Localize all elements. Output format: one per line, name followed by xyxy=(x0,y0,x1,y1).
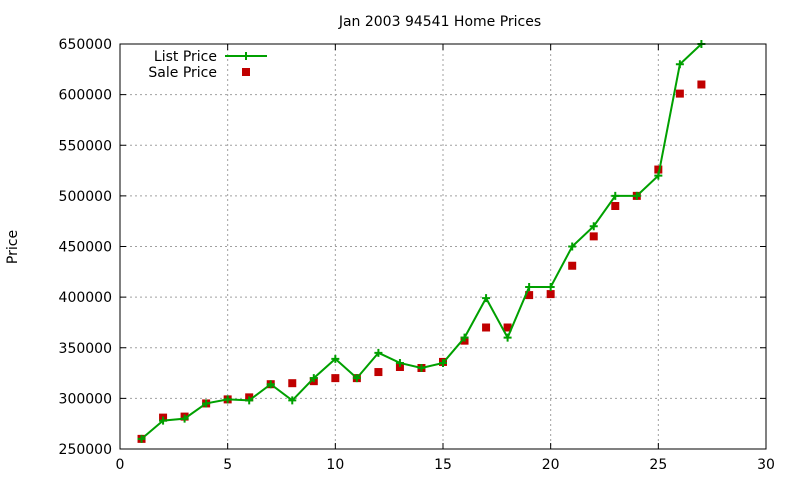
legend-marker-sale-price xyxy=(242,68,250,76)
sale-price-point xyxy=(374,368,383,377)
series-marks xyxy=(137,40,706,443)
list-price-point xyxy=(417,364,426,372)
list-price-point xyxy=(589,222,598,231)
list-price-point xyxy=(568,242,577,251)
grid-lines xyxy=(120,44,766,449)
axis-ticks: 0 5 10 15 20 25 30 250000 300000 350000 400000 4500… xyxy=(59,37,775,473)
sale-price-point xyxy=(525,291,534,300)
legend-label-sale-price: Sale Price xyxy=(148,65,217,81)
list-price-point xyxy=(352,374,361,383)
list-price-point xyxy=(395,358,404,367)
legend-marker-list-price xyxy=(242,52,250,60)
sale-price-point xyxy=(697,80,706,89)
x-tick-label: 0 xyxy=(116,457,125,473)
x-tick-label: 15 xyxy=(434,457,452,473)
list-price-point xyxy=(202,399,211,408)
y-tick-label: 300000 xyxy=(59,391,112,407)
list-price-point xyxy=(439,358,447,367)
y-tick-label: 400000 xyxy=(59,290,112,306)
sale-price-point xyxy=(546,290,555,299)
y-tick-label: 650000 xyxy=(59,37,112,53)
y-tick-label: 250000 xyxy=(59,442,112,458)
list-price-point xyxy=(525,283,534,291)
x-tick-label: 5 xyxy=(223,457,232,473)
y-axis-label: Price xyxy=(5,230,21,264)
list-price-point xyxy=(223,395,232,404)
list-price-point xyxy=(482,294,491,303)
y-tick-label: 350000 xyxy=(59,341,112,357)
y-tick-label: 600000 xyxy=(59,88,112,104)
x-tick-label: 25 xyxy=(649,457,667,473)
y-tick-label: 500000 xyxy=(59,189,112,205)
list-price-point xyxy=(266,380,275,389)
sale-price-point xyxy=(611,202,620,210)
list-price-point xyxy=(546,283,555,291)
list-price-point xyxy=(137,434,146,443)
y-tick-label: 450000 xyxy=(59,240,112,256)
list-price-point xyxy=(611,191,620,200)
list-price-point xyxy=(654,171,663,180)
list-price-point xyxy=(632,191,641,200)
list-price-point xyxy=(288,396,297,405)
list-price-point xyxy=(374,348,383,357)
x-tick-label: 10 xyxy=(326,457,344,473)
sale-price-point xyxy=(288,379,297,388)
list-price-point xyxy=(159,416,168,425)
list-price-point xyxy=(460,333,469,342)
sale-price-point xyxy=(482,323,491,332)
sale-price-point xyxy=(675,89,684,98)
list-price-point xyxy=(503,333,512,342)
sale-price-point xyxy=(395,362,404,371)
list-price-point xyxy=(180,414,189,423)
y-tick-label: 550000 xyxy=(59,138,112,154)
sale-price-point xyxy=(654,165,663,174)
sale-price-point xyxy=(589,232,598,241)
sale-price-point xyxy=(503,323,512,332)
sale-price-point xyxy=(568,261,577,270)
x-tick-label: 30 xyxy=(757,457,775,473)
sale-price-point xyxy=(331,374,340,383)
plot-area-frame xyxy=(119,43,767,450)
list-price-point xyxy=(309,374,318,383)
list-price-line xyxy=(140,43,703,440)
x-tick-label: 20 xyxy=(542,457,560,473)
list-price-point xyxy=(331,354,340,363)
list-price-point xyxy=(245,396,254,405)
chart-title: Jan 2003 94541 Home Prices xyxy=(338,14,541,30)
list-price-point xyxy=(675,60,684,69)
legend-label-list-price: List Price xyxy=(154,49,217,65)
